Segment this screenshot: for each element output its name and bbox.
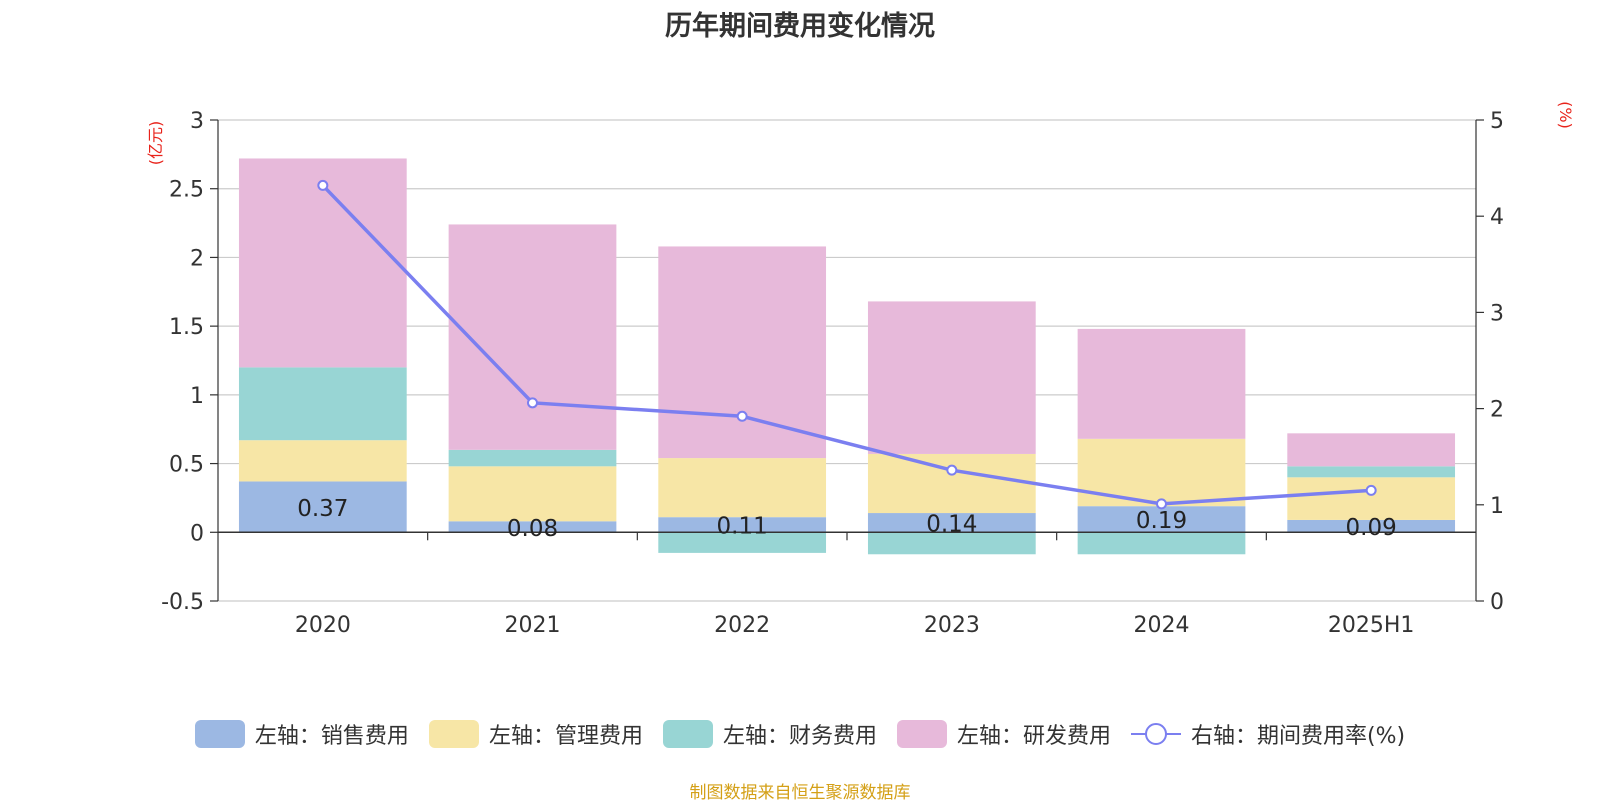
right-tick-label: 5	[1490, 109, 1504, 134]
left-tick-label: -0.5	[161, 590, 204, 615]
axes: 3 2.5 2 1.5 1 0.5 0 -0.5 5 4 3 2 1 0 2020 2021 2022 2023 2…	[161, 109, 1504, 638]
right-tick-label: 3	[1490, 301, 1504, 326]
left-tick-label: 2	[190, 246, 204, 271]
x-tick-label: 2023	[924, 613, 980, 638]
bar-segment	[1287, 466, 1456, 478]
bar-segment	[1077, 506, 1246, 533]
legend-item-rate[interactable]: 右轴：期间费用率(%)	[1130, 718, 1406, 750]
bar-segment	[238, 367, 407, 441]
data-label: 0.19	[1136, 508, 1187, 534]
bar-segment	[448, 224, 617, 450]
rate-point	[1365, 484, 1377, 496]
rate-point	[946, 464, 958, 476]
legend-label-finance: 左轴：财务费用	[722, 724, 877, 749]
bar-segment	[1077, 328, 1246, 439]
legend-label-rd: 左轴：研发费用	[956, 724, 1111, 749]
right-tick-label: 2	[1490, 398, 1504, 423]
bar-segment	[867, 301, 1036, 454]
bar-segment	[1287, 477, 1456, 520]
bar-segment	[1287, 519, 1456, 533]
right-tick-label: 4	[1490, 205, 1504, 230]
bars	[238, 158, 1456, 555]
legend-item-rd[interactable]: 左轴：研发费用	[896, 718, 1111, 750]
left-tick-label: 2.5	[169, 178, 204, 203]
data-label: 0.09	[1346, 515, 1397, 541]
data-label: 0.11	[717, 514, 768, 540]
source-note: 制图数据来自恒生聚源数据库	[689, 783, 911, 803]
x-tick-label: 2021	[505, 613, 561, 638]
bar-segment	[238, 481, 407, 533]
legend-swatch-rate	[1130, 720, 1181, 748]
legend-swatch-sales	[194, 720, 245, 748]
x-tick-label: 2025H1	[1328, 613, 1415, 638]
left-tick-label: 3	[190, 109, 204, 134]
bar-segment	[1077, 532, 1246, 555]
legend-label-rate: 右轴：期间费用率(%)	[1190, 724, 1406, 749]
right-axis-unit: (%)	[1556, 101, 1575, 129]
bar-segment	[658, 517, 827, 533]
left-axis-unit: (亿元)	[146, 121, 165, 166]
legend-item-finance[interactable]: 左轴：财务费用	[662, 718, 877, 750]
bar-segment	[448, 521, 617, 533]
bar-segment	[238, 158, 407, 368]
bar-segment	[867, 453, 1036, 514]
left-tick-label: 0.5	[169, 453, 204, 478]
legend-item-admin[interactable]: 左轴：管理费用	[428, 718, 643, 750]
legend-swatch-admin	[428, 720, 479, 748]
left-tick-label: 0	[190, 521, 204, 546]
bar-segment	[1287, 433, 1456, 467]
bar-segment	[867, 532, 1036, 555]
bar-segment	[238, 440, 407, 482]
rate-series-line	[321, 184, 1372, 506]
x-tick-label: 2024	[1134, 613, 1190, 638]
legend-swatch-rd	[896, 720, 947, 748]
rate-point	[1156, 498, 1167, 510]
data-label: 0.08	[507, 516, 558, 542]
x-tick-label: 2022	[714, 613, 770, 638]
bar-segment	[658, 458, 827, 518]
right-tick-label: 0	[1490, 590, 1504, 615]
legend-label-admin: 左轴：管理费用	[488, 724, 643, 749]
legend-label-sales: 左轴：销售费用	[254, 724, 409, 749]
bar-segment	[658, 532, 827, 553]
data-labels: 0.37 0.08 0.11 0.14 0.19 0.09	[297, 496, 1397, 542]
x-tick-label: 2020	[295, 613, 351, 638]
legend-swatch-finance	[662, 720, 713, 748]
legend: 左轴：销售费用 左轴：管理费用 左轴：财务费用 左轴：研发费用 右轴：期间费用率…	[0, 718, 1600, 750]
chart-title: 历年期间费用变化情况	[665, 11, 935, 42]
rate-point	[317, 179, 329, 191]
bar-segment	[658, 246, 827, 459]
rate-point	[736, 410, 748, 422]
legend-item-sales[interactable]: 左轴：销售费用	[194, 718, 409, 750]
bar-segment	[448, 449, 617, 467]
left-tick-label: 1	[190, 384, 204, 409]
right-tick-label: 1	[1490, 494, 1504, 519]
data-label: 0.14	[926, 512, 977, 538]
rate-line	[317, 179, 1377, 510]
data-label: 0.37	[297, 496, 348, 522]
bar-segment	[867, 513, 1036, 533]
bar-segment	[448, 466, 617, 522]
rate-point	[527, 397, 538, 409]
left-tick-label: 1.5	[169, 315, 204, 340]
